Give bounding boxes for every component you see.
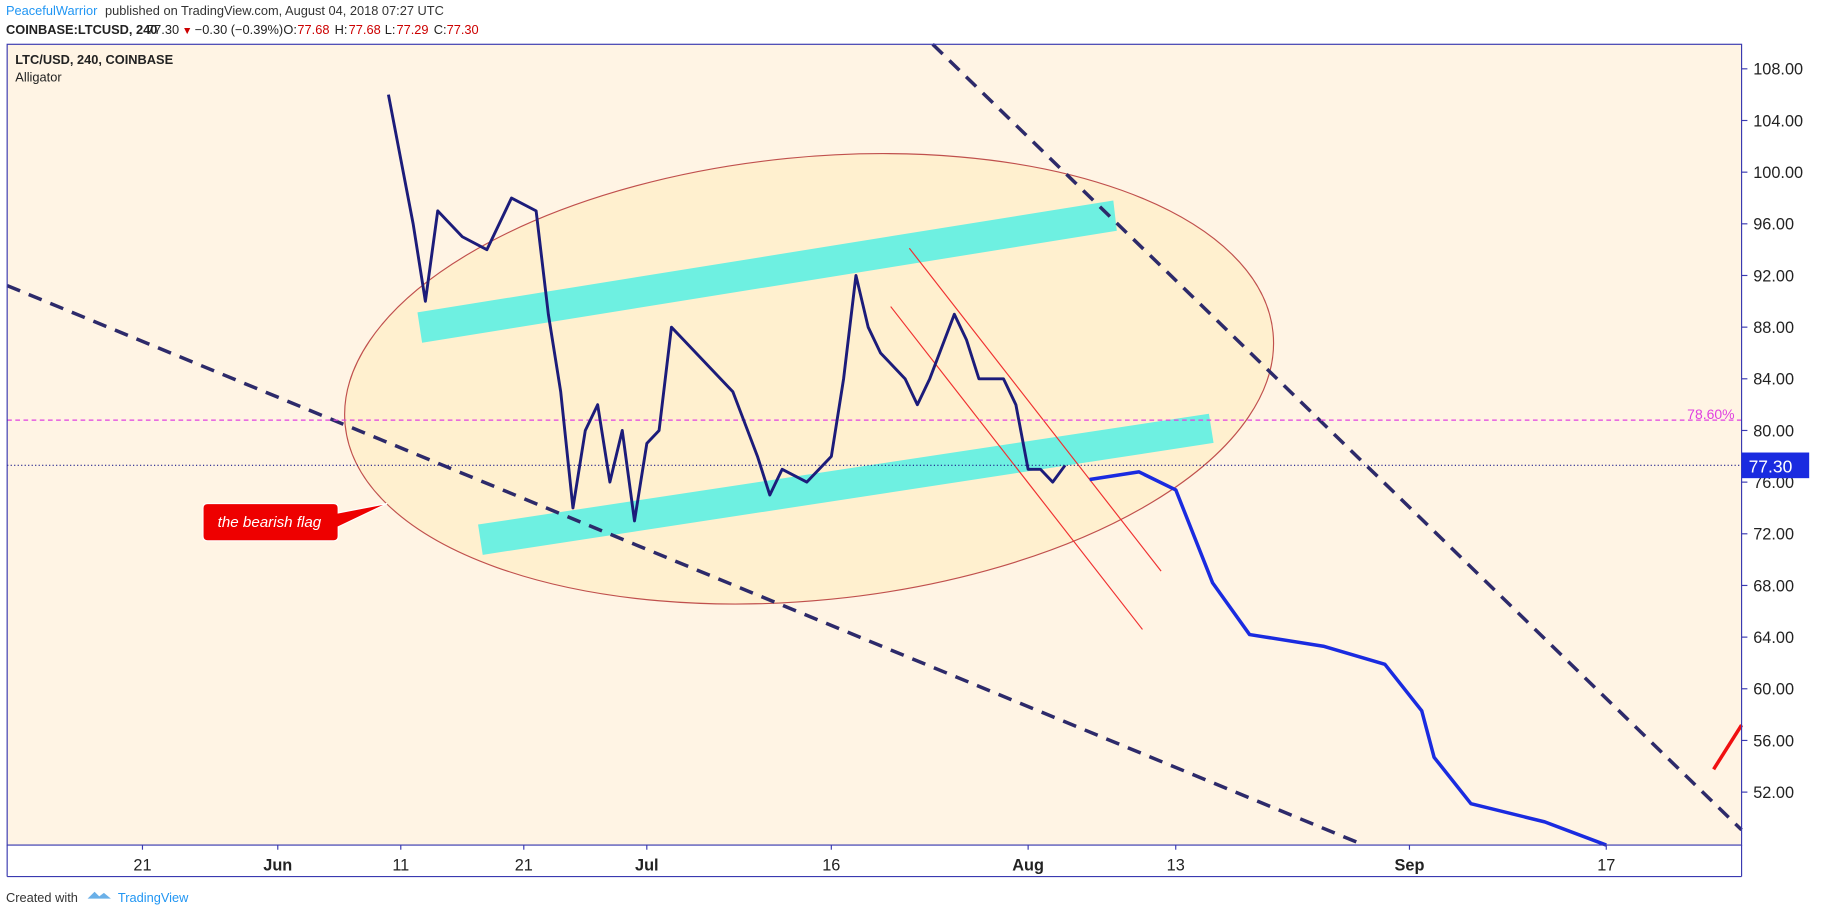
data-layer: 78.60% bbox=[7, 94, 1742, 847]
logo bbox=[87, 891, 111, 899]
channel-line bbox=[908, 247, 1162, 572]
last-price-label: 77.30 bbox=[1749, 456, 1793, 476]
plot-area bbox=[7, 44, 1742, 846]
series-line bbox=[386, 94, 1067, 523]
series-line bbox=[1089, 470, 1607, 847]
y-tick-label: 60.00 bbox=[1753, 681, 1794, 699]
footer-text: Created with bbox=[6, 890, 78, 905]
last-price-box bbox=[1741, 452, 1810, 479]
c-label: C: bbox=[434, 22, 447, 37]
y-tick-label: 64.00 bbox=[1753, 629, 1794, 647]
plot-border bbox=[6, 43, 1743, 846]
o: 77.68 bbox=[297, 22, 329, 37]
y-tick-label: 96.00 bbox=[1753, 216, 1794, 234]
indicator: Alligator bbox=[15, 70, 62, 85]
y-tick-label: 108.00 bbox=[1753, 61, 1803, 79]
arrow: ▼ bbox=[182, 26, 192, 37]
x-tick-label: 21 bbox=[133, 857, 151, 875]
l-label: L: bbox=[385, 22, 396, 37]
callout bbox=[202, 502, 388, 542]
y-tick-label: 72.00 bbox=[1753, 526, 1794, 544]
y-tick-label: 56.00 bbox=[1753, 732, 1794, 750]
y-tick-label: 84.00 bbox=[1753, 371, 1794, 389]
y-tick-label: 92.00 bbox=[1753, 267, 1794, 285]
x-tick-label: Jul bbox=[635, 857, 659, 875]
x-tick-label: 13 bbox=[1167, 857, 1185, 875]
published: published on TradingView.com, August 04,… bbox=[105, 3, 444, 18]
lower-band bbox=[478, 413, 1214, 555]
y-tick-label: 76.00 bbox=[1753, 474, 1794, 492]
h-label: H: bbox=[335, 22, 348, 37]
x-tick-label: 16 bbox=[822, 857, 840, 875]
symbol: COINBASE:LTCUSD, 240 bbox=[6, 22, 157, 37]
l: 77.29 bbox=[396, 22, 428, 37]
y-tick-label: 100.00 bbox=[1753, 164, 1803, 182]
x-tick-label: 21 bbox=[515, 857, 533, 875]
y-tick-label: 104.00 bbox=[1753, 112, 1803, 130]
c: 77.30 bbox=[447, 22, 479, 37]
h: 77.68 bbox=[349, 22, 381, 37]
author[interactable]: PeacefulWarrior bbox=[6, 3, 98, 18]
x-tick-label: 17 bbox=[1597, 857, 1615, 875]
y-tick-label: 52.00 bbox=[1753, 784, 1794, 802]
arrow-stub bbox=[1712, 724, 1744, 771]
upper-band bbox=[417, 200, 1117, 343]
x-tick-label: Sep bbox=[1395, 857, 1425, 875]
trend-line bbox=[6, 283, 1365, 847]
y-tick-label: 68.00 bbox=[1753, 577, 1794, 595]
chart-title: LTC/USD, 240, COINBASE bbox=[15, 52, 173, 67]
last: 77.30 bbox=[147, 22, 179, 37]
trend-line bbox=[931, 43, 1743, 832]
x-tick-label: Jun bbox=[263, 857, 292, 875]
o-label: O: bbox=[283, 22, 297, 37]
footer-brand[interactable]: TradingView bbox=[118, 890, 189, 905]
annotation: the bearish flag bbox=[218, 514, 322, 531]
fib-label: 78.60% bbox=[1687, 406, 1734, 422]
change: −0.30 (−0.39%) bbox=[195, 22, 283, 37]
y-tick-label: 80.00 bbox=[1753, 422, 1794, 440]
x-tick-label: Aug bbox=[1012, 857, 1044, 875]
channel-line bbox=[890, 306, 1143, 630]
x-tick-label: 11 bbox=[392, 857, 409, 875]
y-tick-label: 88.00 bbox=[1753, 319, 1794, 337]
